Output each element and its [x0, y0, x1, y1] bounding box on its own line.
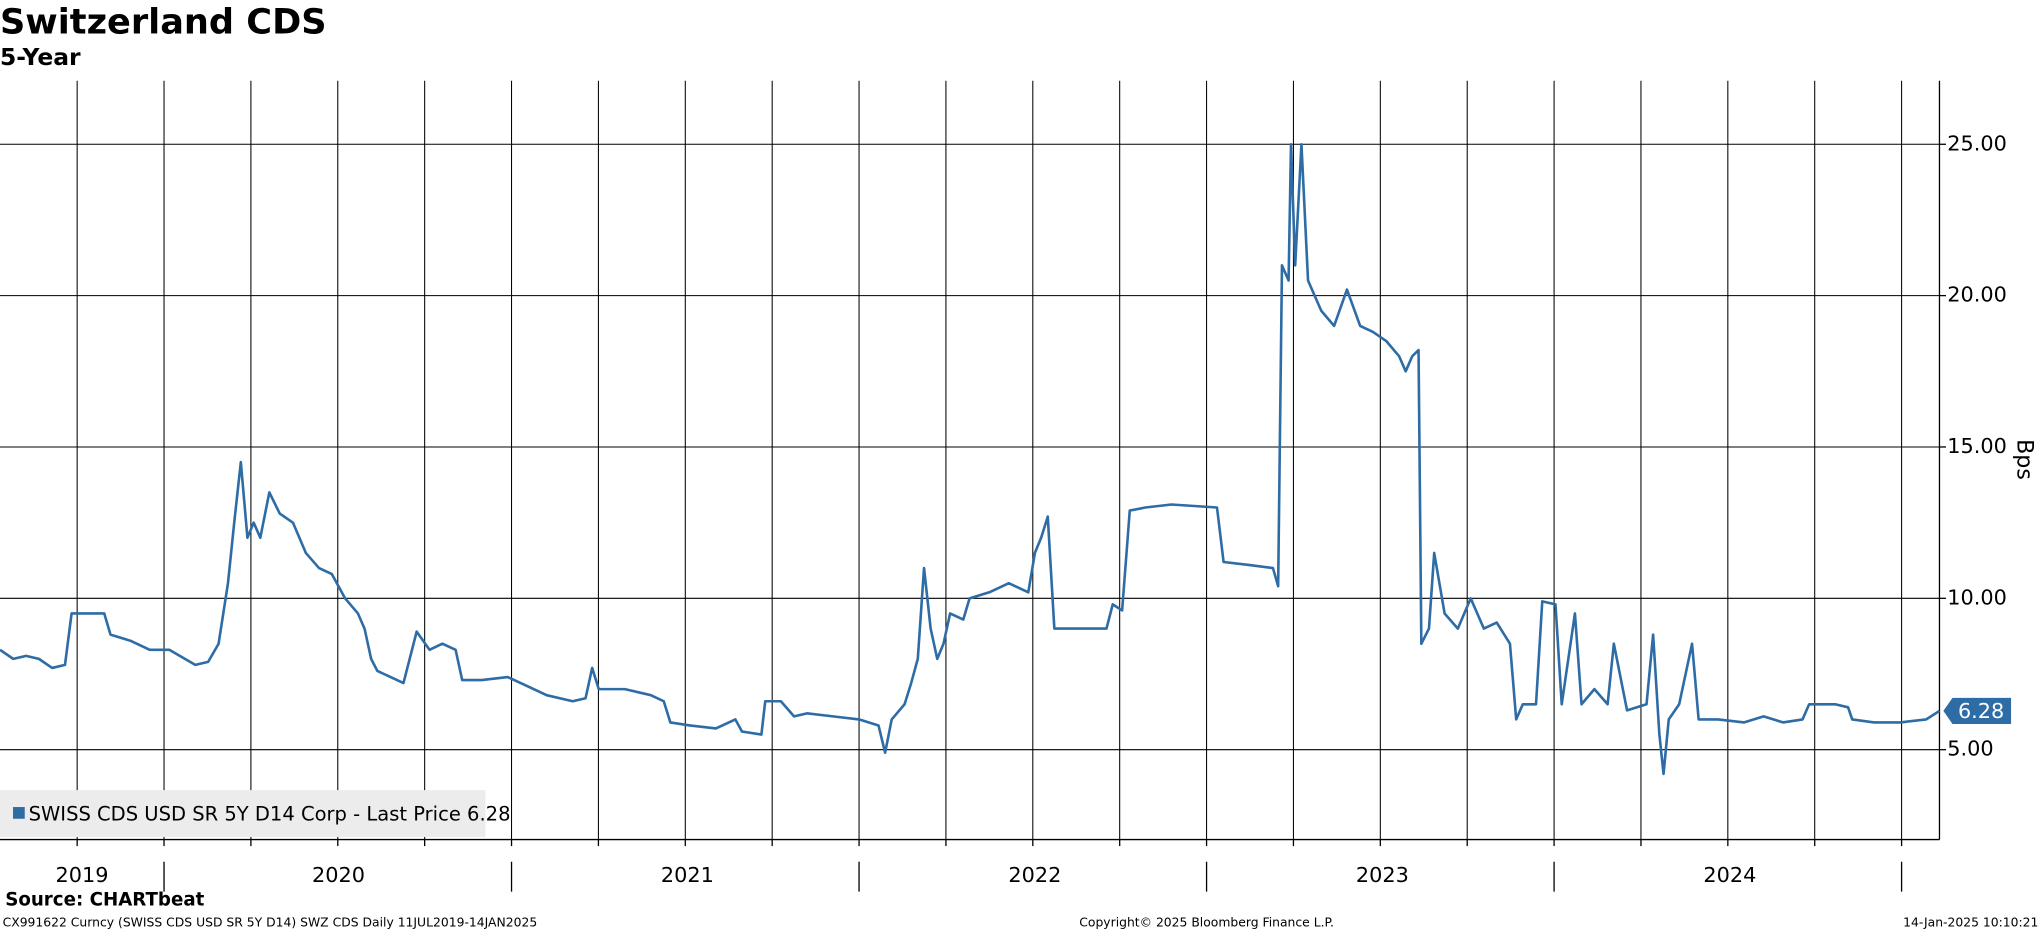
chart-title: Switzerland CDS — [0, 1, 327, 42]
last-value-tag — [1943, 697, 2012, 724]
data-line — [0, 142, 1941, 776]
x-tick-label: 2019 — [56, 863, 109, 887]
y-tick-label: 10.00 — [1947, 585, 2007, 609]
last-value-label: 6.28 — [1958, 699, 2004, 723]
footer-right: 14-Jan-2025 10:10:21 — [1903, 915, 2038, 929]
y-tick-label: 20.00 — [1947, 283, 2007, 307]
legend-box — [0, 790, 486, 837]
legend-label: SWISS CDS USD SR 5Y D14 Corp - Last Pric… — [29, 802, 511, 825]
footer-center: Copyright© 2025 Bloomberg Finance L.P. — [1079, 915, 1334, 929]
y-tick-label: 25.00 — [1947, 131, 2007, 155]
chart-subtitle: 5-Year — [0, 43, 81, 71]
x-tick-label: 2023 — [1356, 863, 1409, 887]
footer-left: CX991622 Curncy (SWISS CDS USD SR 5Y D14… — [3, 915, 538, 929]
x-tick-label: 2021 — [661, 863, 714, 887]
y-tick-label: 15.00 — [1947, 434, 2007, 458]
source: Source: CHARTbeat — [5, 890, 204, 911]
y-axis-label: Bps — [2012, 439, 2038, 480]
x-tick-label: 2024 — [1703, 863, 1756, 887]
x-tick-label: 2022 — [1008, 863, 1061, 887]
legend-swatch — [13, 807, 25, 819]
x-tick-label: 2020 — [312, 863, 365, 887]
y-tick-label: 5.00 — [1947, 737, 1993, 761]
